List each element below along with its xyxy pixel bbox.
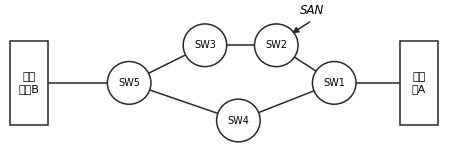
Ellipse shape: [216, 99, 260, 142]
Ellipse shape: [254, 24, 298, 67]
Text: SAN: SAN: [300, 4, 324, 17]
FancyBboxPatch shape: [10, 41, 48, 125]
Ellipse shape: [312, 62, 356, 104]
Text: 存储
设备B: 存储 设备B: [18, 72, 39, 94]
Text: SW1: SW1: [323, 78, 345, 88]
Text: 主机
端A: 主机 端A: [412, 72, 426, 94]
Ellipse shape: [108, 62, 151, 104]
Text: SW5: SW5: [118, 78, 140, 88]
Text: SW2: SW2: [265, 40, 287, 50]
Text: SW3: SW3: [194, 40, 216, 50]
FancyBboxPatch shape: [400, 41, 438, 125]
Text: SW4: SW4: [227, 115, 249, 126]
Ellipse shape: [183, 24, 227, 67]
